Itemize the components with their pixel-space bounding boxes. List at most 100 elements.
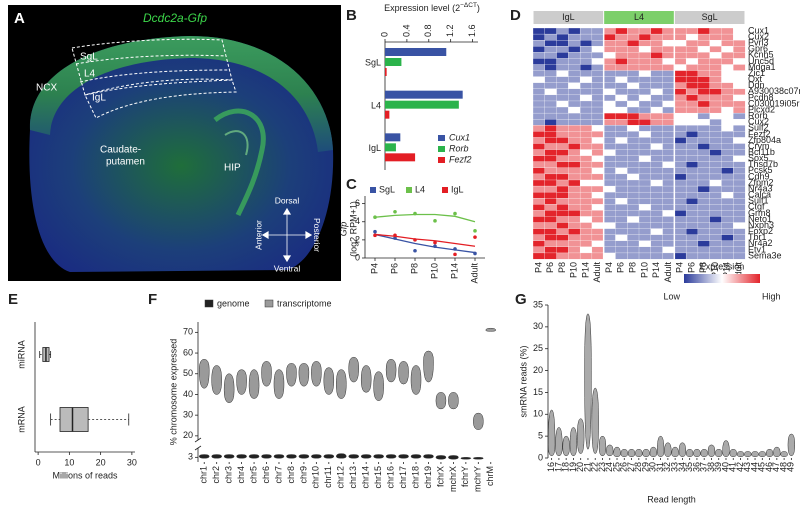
heat-cell <box>615 46 628 53</box>
heat-cell <box>532 216 546 223</box>
heat-cell <box>544 94 557 102</box>
y-tick-label: 30 <box>183 410 193 420</box>
heat-cell <box>638 234 652 242</box>
heat-cell <box>627 112 640 120</box>
heat-cell <box>568 82 581 90</box>
heat-cell <box>579 210 593 217</box>
heat-cell <box>568 252 581 260</box>
heat-cell <box>638 179 652 187</box>
x-tick-label: 34 <box>677 462 687 472</box>
heat-cell <box>662 161 675 169</box>
heat-cell <box>591 252 605 260</box>
heat-cell <box>685 228 699 236</box>
heat-cell <box>532 27 546 35</box>
violin <box>773 446 781 457</box>
heat-cell <box>627 64 640 71</box>
heat-cell <box>733 94 746 102</box>
heat-cell <box>591 155 605 163</box>
heat-cell <box>627 210 640 217</box>
heat-cell <box>697 40 711 47</box>
x-tick-label: Adult <box>469 263 479 284</box>
heat-cell <box>627 234 640 242</box>
heat-cell <box>733 106 746 114</box>
heat-cell <box>697 216 711 223</box>
heat-cell <box>544 58 557 65</box>
heat-cell <box>591 216 605 223</box>
heat-cell <box>615 52 628 59</box>
heat-cell <box>615 119 628 126</box>
heat-cell <box>532 64 546 71</box>
violin <box>198 359 210 389</box>
heat-cell <box>532 88 546 96</box>
legend-swatch <box>438 146 445 152</box>
x-tick-label: 22 <box>590 462 600 472</box>
heat-cell <box>615 100 628 108</box>
heat-cell <box>733 210 746 217</box>
heat-cell <box>662 216 675 223</box>
violin <box>398 454 409 459</box>
heat-cell <box>579 185 593 193</box>
heat-cell <box>721 191 734 199</box>
heat-cell <box>674 64 687 71</box>
category-label: miRNA <box>16 340 26 369</box>
violin <box>211 365 222 395</box>
heat-cell <box>532 210 546 217</box>
colorbar-label: High <box>762 291 781 301</box>
heat-cell <box>603 198 616 205</box>
heat-cell <box>603 70 616 77</box>
heat-cell <box>627 100 640 108</box>
axis-title: Read length <box>647 494 696 504</box>
legend-label: transcriptome <box>277 298 332 308</box>
heat-cell <box>650 27 663 35</box>
violin <box>693 449 701 457</box>
violin <box>758 451 766 457</box>
heat-cell <box>638 173 652 181</box>
heat-cell <box>685 149 699 157</box>
heat-cell <box>697 204 711 211</box>
row-label: Ddn <box>748 80 765 90</box>
heat-cell <box>733 204 746 211</box>
x-tick-label: chr5 <box>248 466 258 484</box>
heat-cell <box>544 191 557 199</box>
direction-label: Anterior <box>253 220 263 250</box>
heat-cell <box>532 198 546 205</box>
heat-cell <box>662 185 675 193</box>
x-tick-label: 19 <box>568 462 578 472</box>
heat-cell <box>685 179 699 187</box>
heat-cell <box>615 246 628 254</box>
heat-cell <box>674 131 687 138</box>
heat-cell <box>697 64 711 71</box>
heat-cell <box>615 252 628 260</box>
heat-cell <box>579 179 593 187</box>
violin <box>248 369 260 399</box>
heat-cell <box>721 70 734 77</box>
heat-cell <box>591 112 605 120</box>
heat-cell <box>709 155 722 163</box>
heat-cell <box>591 179 605 187</box>
heat-cell <box>591 246 605 254</box>
heat-cell <box>544 210 557 217</box>
violin <box>787 433 796 457</box>
y-tick-label: 4 <box>355 216 360 226</box>
heat-cell <box>733 179 746 187</box>
x-tick-label: 28 <box>633 462 643 472</box>
legend-swatch <box>204 299 214 308</box>
heat-cell <box>674 88 687 96</box>
heat-cell <box>556 167 569 175</box>
heat-cell <box>544 46 557 53</box>
heat-cell <box>532 46 546 53</box>
heat-cell <box>662 204 675 211</box>
heat-cell <box>556 143 569 150</box>
heat-cell <box>685 46 699 53</box>
x-tick-label: 18 <box>561 462 571 472</box>
heat-cell <box>579 252 593 260</box>
heat-cell <box>638 131 652 138</box>
heat-cell <box>662 46 675 53</box>
heat-cell <box>709 46 722 53</box>
x-tick-label: P14 <box>449 263 459 279</box>
heat-cell <box>685 100 699 108</box>
heat-cell <box>721 33 734 41</box>
heat-cell <box>697 106 711 114</box>
heat-cell <box>591 234 605 242</box>
heat-cell <box>733 131 746 138</box>
